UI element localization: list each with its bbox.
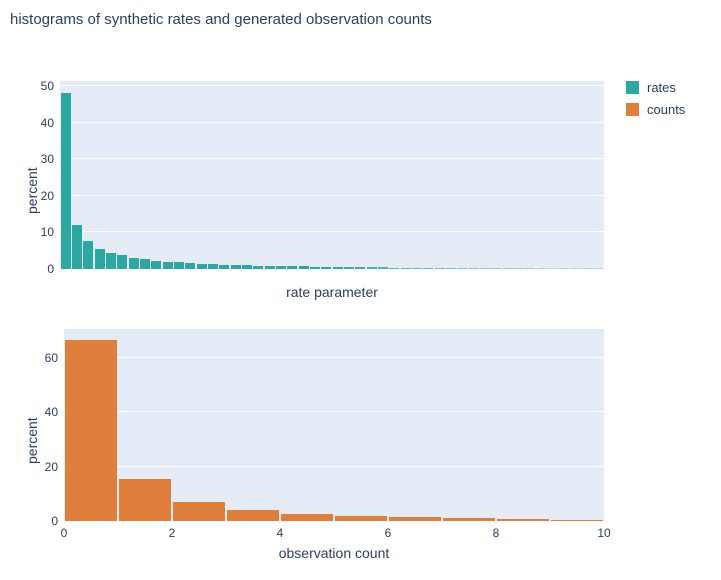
rates-histogram-bar[interactable] bbox=[491, 268, 502, 269]
rates-histogram-bar[interactable] bbox=[423, 267, 434, 269]
rates-histogram-bar[interactable] bbox=[332, 266, 343, 269]
counts-swatch-icon bbox=[626, 103, 639, 116]
x-tick-label: 4 bbox=[276, 526, 284, 540]
rates-histogram-bar[interactable] bbox=[457, 267, 468, 269]
y-tick-label: 40 bbox=[44, 405, 58, 420]
rates-histogram-bar[interactable] bbox=[219, 264, 230, 269]
rates-histogram-bar[interactable] bbox=[343, 267, 355, 269]
rates-histogram-bar[interactable] bbox=[151, 260, 162, 269]
rates-histogram-bar[interactable] bbox=[309, 266, 321, 269]
x-tick-label: 10 bbox=[597, 526, 611, 540]
y-gridline bbox=[60, 194, 604, 196]
rates-histogram-bar[interactable] bbox=[513, 268, 525, 269]
rates-histogram-bar[interactable] bbox=[468, 268, 479, 269]
y-gridline bbox=[64, 356, 604, 358]
rates-histogram-bar[interactable] bbox=[502, 268, 513, 269]
rates-histogram-bar[interactable] bbox=[593, 268, 604, 269]
rates-histogram-bar[interactable] bbox=[241, 265, 253, 269]
x-tick-label: 8 bbox=[492, 526, 500, 540]
rates-histogram-bar[interactable] bbox=[207, 264, 219, 269]
rates-histogram-bar[interactable] bbox=[253, 265, 264, 269]
rates-histogram-bar[interactable] bbox=[445, 267, 457, 269]
chart-title: histograms of synthetic rates and genera… bbox=[10, 11, 432, 28]
rates-histogram-bar[interactable] bbox=[105, 253, 117, 269]
rates-histogram-bar[interactable] bbox=[366, 267, 377, 269]
rates-histogram-bar[interactable] bbox=[71, 225, 83, 269]
rates-histogram-bar[interactable] bbox=[230, 264, 241, 269]
rates-histogram-bar[interactable] bbox=[117, 255, 128, 269]
rates-x-axis-title: rate parameter bbox=[286, 284, 378, 300]
rates-histogram-bar[interactable] bbox=[411, 267, 423, 269]
y-gridline bbox=[64, 411, 604, 413]
y-gridline bbox=[60, 158, 604, 160]
rates-histogram-bar[interactable] bbox=[264, 265, 275, 269]
rates-histogram-bar[interactable] bbox=[298, 266, 309, 269]
counts-x-axis-title: observation count bbox=[278, 545, 390, 561]
rates-histogram-bar[interactable] bbox=[525, 268, 536, 269]
legend-label-rates: rates bbox=[647, 80, 676, 95]
y-tick-label: 50 bbox=[40, 79, 54, 94]
rates-histogram-bar[interactable] bbox=[196, 263, 207, 269]
counts-histogram-bar[interactable] bbox=[335, 515, 387, 521]
rates-histogram-bar[interactable] bbox=[559, 268, 570, 269]
rates-histogram-bar[interactable] bbox=[83, 240, 94, 269]
rates-histogram-bar[interactable] bbox=[185, 263, 196, 269]
rates-histogram-bar[interactable] bbox=[355, 267, 366, 269]
rates-histogram-bar[interactable] bbox=[287, 266, 298, 269]
counts-histogram-bar[interactable] bbox=[281, 513, 333, 521]
y-gridline bbox=[60, 85, 604, 87]
legend-label-counts: counts bbox=[647, 102, 686, 117]
counts-histogram-bar[interactable] bbox=[65, 340, 117, 521]
rates-swatch-icon bbox=[626, 81, 639, 94]
y-tick-label: 60 bbox=[44, 350, 58, 365]
rates-histogram-bar[interactable] bbox=[275, 266, 287, 269]
rates-histogram-bar[interactable] bbox=[321, 266, 332, 269]
counts-histogram-bar[interactable] bbox=[227, 510, 279, 521]
rates-histogram-bar[interactable] bbox=[139, 259, 151, 269]
x-tick-label: 6 bbox=[384, 526, 392, 540]
y-tick-label: 0 bbox=[47, 262, 54, 276]
rates-histogram-bar[interactable] bbox=[377, 267, 389, 269]
y-tick-label: 0 bbox=[51, 514, 58, 528]
legend-item-counts[interactable]: counts bbox=[626, 102, 685, 117]
counts-histogram-plot-area bbox=[64, 329, 604, 521]
legend-item-rates[interactable]: rates bbox=[626, 80, 685, 95]
x-tick-label: 2 bbox=[168, 526, 176, 540]
legend: rates counts bbox=[626, 80, 685, 124]
y-tick-label: 30 bbox=[40, 152, 54, 167]
y-tick-label: 10 bbox=[40, 225, 54, 240]
rates-histogram-bar[interactable] bbox=[479, 268, 491, 269]
rates-histogram-bar[interactable] bbox=[400, 267, 411, 269]
y-gridline bbox=[64, 465, 604, 467]
x-tick-label: 0 bbox=[60, 526, 68, 540]
rates-histogram-bar[interactable] bbox=[173, 262, 185, 269]
counts-y-axis-title: percent bbox=[24, 417, 40, 464]
counts-histogram-bar[interactable] bbox=[443, 518, 495, 521]
y-tick-label: 20 bbox=[44, 459, 58, 474]
rates-histogram-plot-area bbox=[60, 81, 604, 269]
counts-histogram-bar[interactable] bbox=[551, 519, 603, 521]
rates-histogram-bar[interactable] bbox=[389, 267, 400, 269]
rates-histogram-bar[interactable] bbox=[547, 268, 559, 269]
rates-histogram-bar[interactable] bbox=[162, 261, 173, 269]
counts-histogram-bar[interactable] bbox=[497, 518, 549, 521]
rates-histogram-bar[interactable] bbox=[570, 268, 581, 269]
counts-histogram-bar[interactable] bbox=[119, 478, 171, 521]
counts-histogram-bar[interactable] bbox=[173, 501, 225, 521]
rates-histogram-bar[interactable] bbox=[581, 268, 593, 269]
y-tick-label: 40 bbox=[40, 115, 54, 130]
rates-histogram-bar[interactable] bbox=[536, 268, 547, 269]
rates-histogram-bar[interactable] bbox=[60, 93, 71, 269]
counts-histogram-bar[interactable] bbox=[389, 517, 441, 521]
rates-histogram-bar[interactable] bbox=[434, 267, 445, 269]
rates-histogram-bar[interactable] bbox=[128, 257, 139, 269]
rates-histogram-bar[interactable] bbox=[94, 248, 105, 269]
y-tick-label: 20 bbox=[40, 188, 54, 203]
y-gridline bbox=[60, 231, 604, 233]
y-gridline bbox=[60, 121, 604, 123]
